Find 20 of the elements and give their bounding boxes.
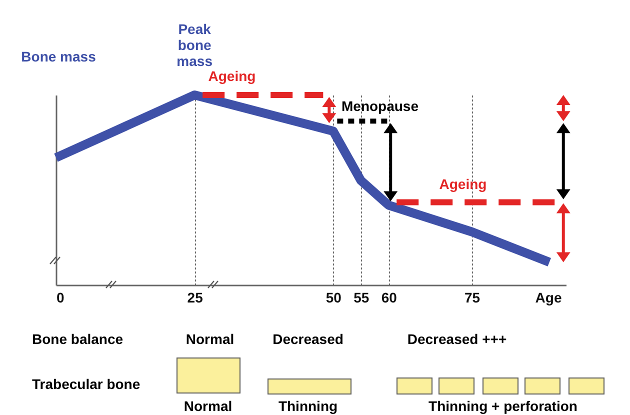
text: Thinning + perforation <box>428 398 578 414</box>
x-tick-label: 25 <box>187 290 204 306</box>
annotation: Peak bone mass <box>176 21 214 69</box>
y-axis-title: Bone mass <box>21 48 96 64</box>
text: Normal <box>186 331 234 347</box>
annotation: Ageing <box>439 176 487 192</box>
text: Decreased +++ <box>407 331 507 347</box>
text: Normal <box>184 398 232 414</box>
x-tick-label: 75 <box>464 290 480 306</box>
text: Trabecular bone <box>32 376 140 392</box>
annotation: Menopause <box>341 98 419 114</box>
x-tick-label: 50 <box>326 290 342 306</box>
x-axis-title: Age <box>535 290 562 306</box>
x-tick-label: 60 <box>381 290 398 306</box>
text: Ageing <box>208 68 256 84</box>
x-tick-label: 55 <box>354 290 370 306</box>
x-tick-label: 0 <box>56 290 64 306</box>
text: Decreased <box>272 331 344 347</box>
text: Bone balance <box>32 331 124 347</box>
text: Thinning <box>278 398 338 414</box>
